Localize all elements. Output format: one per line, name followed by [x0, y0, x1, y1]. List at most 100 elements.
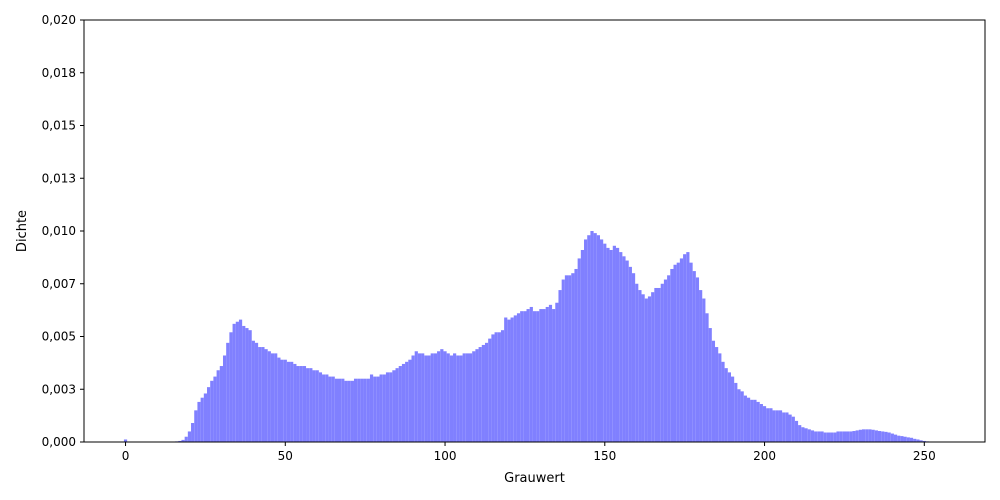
histogram-bar [347, 380, 351, 442]
histogram-bar [711, 340, 716, 442]
histogram-bar [916, 439, 920, 442]
histogram-bar [833, 432, 837, 442]
histogram-bar [488, 338, 492, 442]
histogram-bar [679, 258, 684, 442]
histogram-bar [670, 268, 674, 442]
histogram-bar [475, 349, 479, 442]
histogram-bar [858, 429, 862, 442]
y-tick-label: 0,000 [42, 435, 76, 449]
histogram-bar [855, 430, 859, 442]
histogram-bar [788, 414, 792, 442]
histogram-bar [753, 399, 757, 442]
histogram-bar [277, 357, 281, 442]
histogram-bar [874, 430, 878, 442]
histogram-bar [692, 271, 696, 442]
histogram-bar [718, 353, 722, 442]
y-tick-label: 0,013 [42, 171, 76, 185]
histogram-bar [197, 401, 201, 442]
histogram-bar [484, 342, 489, 442]
histogram-bar [913, 438, 917, 442]
histogram-bar [615, 247, 620, 442]
histogram-bar [242, 325, 246, 442]
histogram-bar [318, 372, 323, 442]
histogram-bar [443, 351, 447, 442]
x-tick-label: 100 [434, 449, 457, 463]
histogram-bar [379, 374, 383, 442]
histogram-bar [734, 382, 738, 442]
histogram-bar [478, 347, 482, 442]
histogram-bar [724, 368, 728, 442]
histogram-bar [746, 397, 751, 442]
histogram-bar [235, 321, 239, 442]
histogram-bar [520, 311, 524, 442]
histogram-bar [893, 434, 898, 442]
histogram-bar [743, 395, 747, 442]
histogram-bar [405, 361, 409, 442]
histogram-bar [430, 353, 434, 442]
histogram-bar [328, 376, 332, 442]
histogram-bar [730, 376, 735, 442]
histogram-bar [772, 410, 776, 442]
histogram-bar [331, 376, 335, 442]
histogram-bar [558, 290, 562, 442]
histogram-bar [238, 319, 243, 442]
histogram-bar [794, 420, 799, 442]
histogram-bar [587, 235, 591, 442]
histogram-bar [689, 262, 693, 442]
histogram-bar [919, 440, 923, 442]
histogram-bar [715, 347, 719, 442]
histogram-bar [504, 317, 508, 442]
histogram-bar [433, 353, 438, 442]
histogram-bar [219, 366, 223, 442]
histogram-bar [686, 252, 690, 442]
histogram-bar [807, 429, 811, 442]
histogram-bar [258, 347, 262, 442]
histogram-bar [890, 433, 894, 442]
histogram-bar [229, 332, 233, 442]
histogram-bar [203, 393, 208, 442]
histogram-bar [590, 231, 594, 442]
histogram-bar [309, 368, 313, 442]
histogram-bar [564, 275, 569, 442]
histogram-bar [270, 353, 275, 442]
histogram-bar [651, 292, 655, 442]
histogram-bar [191, 423, 195, 442]
x-tick-label: 250 [913, 449, 936, 463]
histogram-bar [513, 315, 517, 442]
histogram-bar [798, 425, 802, 442]
histogram-bar [507, 319, 511, 442]
histogram-bar [619, 252, 623, 442]
histogram-bar [232, 323, 236, 442]
histogram-bar [756, 401, 760, 442]
histogram-bar [612, 245, 616, 442]
histogram-bar [411, 355, 415, 442]
histogram-bar [663, 279, 668, 442]
histogram-bar [900, 436, 904, 442]
histogram-bar [417, 353, 422, 442]
histogram-bar [414, 351, 418, 442]
histogram-bar [338, 378, 342, 442]
histogram-bar [750, 399, 754, 442]
histogram-bar [369, 374, 374, 442]
histogram-bar [906, 437, 910, 442]
histogram-bar [647, 296, 652, 442]
histogram-bar [299, 366, 303, 442]
histogram-bar [123, 439, 128, 442]
histogram-bar [603, 243, 607, 442]
histogram-bar [481, 344, 485, 442]
histogram-bar [360, 378, 364, 442]
histogram-bar [456, 355, 460, 442]
histogram-bar [353, 378, 358, 442]
histogram-bar [545, 306, 549, 442]
histogram-bar [494, 332, 498, 442]
histogram-bar [306, 368, 310, 442]
histogram-bar [200, 397, 204, 442]
histogram-bar [315, 370, 319, 442]
x-axis: 0 50 100 150 200 250 [122, 442, 936, 463]
histogram-bar [817, 431, 821, 442]
histogram-bar [469, 353, 473, 442]
histogram-bar [446, 353, 450, 442]
histogram-bar [226, 342, 230, 442]
histogram-bar [877, 431, 882, 442]
